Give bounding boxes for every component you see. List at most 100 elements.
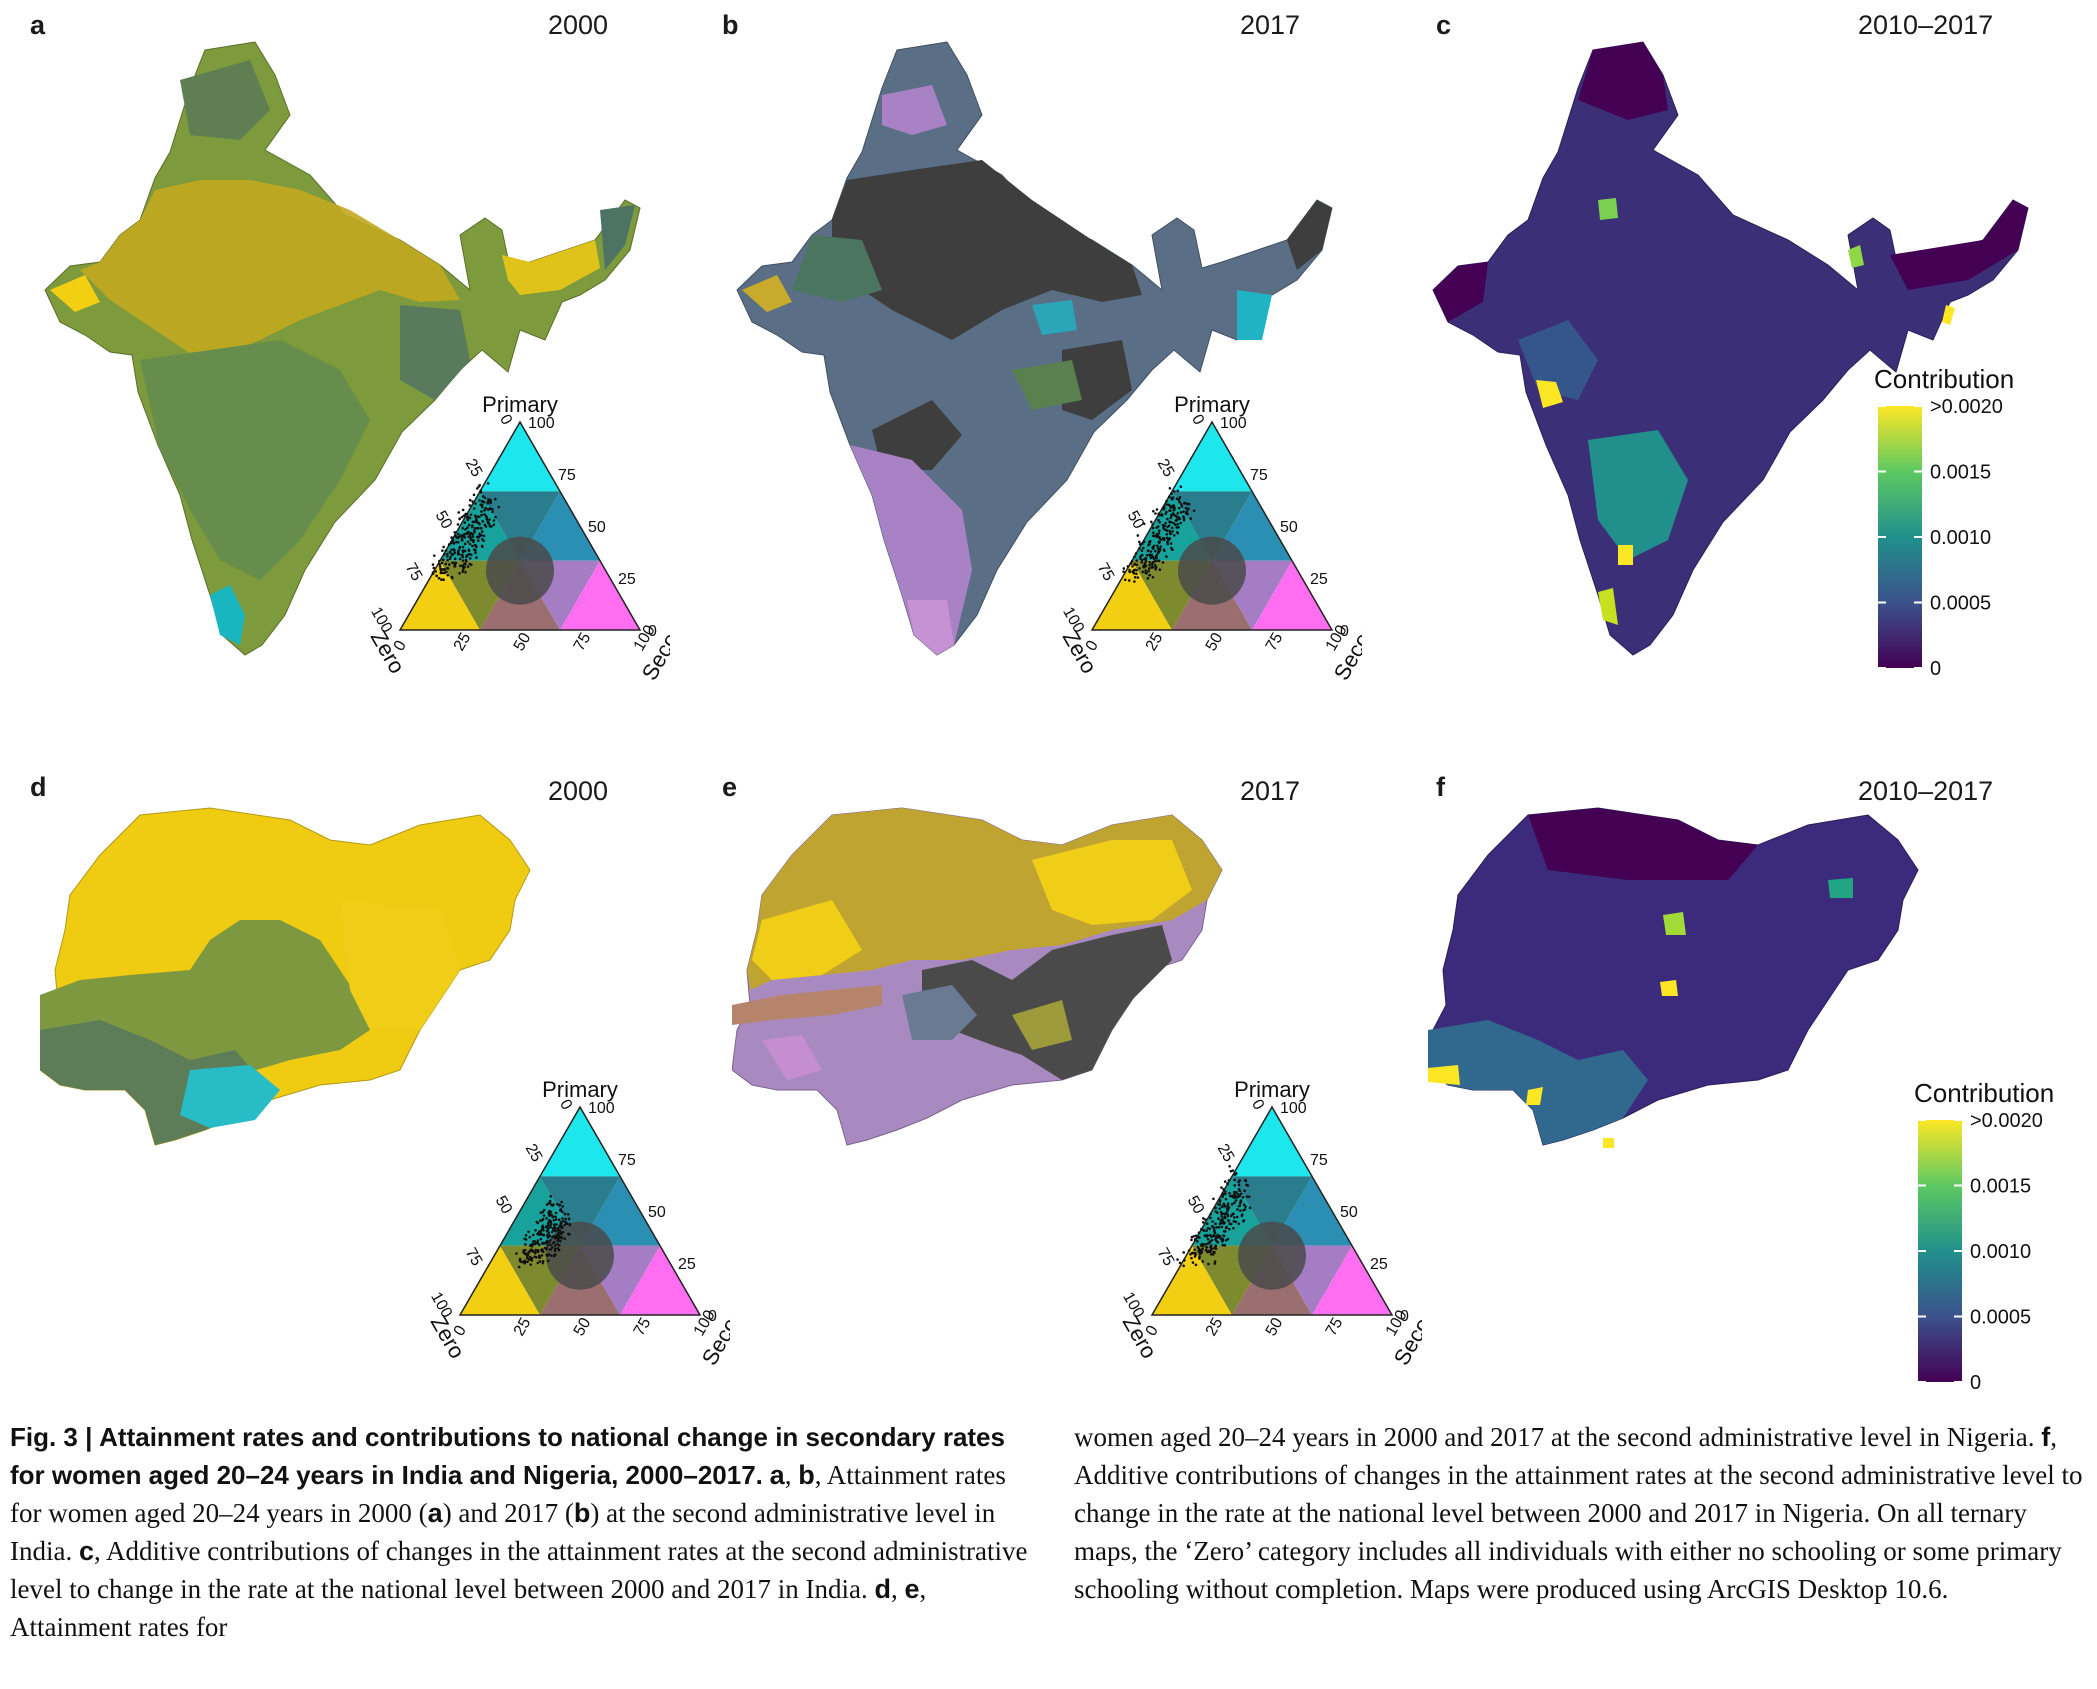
ternary-dot: [1194, 1263, 1198, 1267]
ternary-tick: 50: [492, 1193, 516, 1217]
ternary-dot: [439, 571, 443, 575]
ternary-dot: [1147, 569, 1150, 573]
ternary-dot: [1151, 575, 1155, 579]
nigeria-region-pink: [762, 1035, 822, 1080]
ternary-dot: [1173, 506, 1176, 509]
ternary-tick: 75: [631, 1315, 655, 1339]
ternary-dot: [1198, 1251, 1202, 1254]
ternary-dot: [1151, 526, 1155, 530]
ternary-dot: [1167, 503, 1171, 507]
ternary-dot: [1196, 1240, 1199, 1243]
ternary-dot: [1165, 536, 1169, 540]
ternary-dot: [518, 1257, 522, 1261]
ternary-dot: [556, 1242, 559, 1246]
ternary-dot: [1147, 543, 1150, 547]
ternary-dot: [539, 1237, 543, 1241]
ternary-dot: [549, 1220, 553, 1224]
ternary-dot: [1201, 1247, 1204, 1250]
ternary-dot: [1177, 506, 1181, 510]
ternary-dot: [480, 526, 483, 530]
ternary-dot: [458, 545, 462, 549]
nigeria-region-yellow-s: [1603, 1138, 1614, 1148]
ternary-dot: [1157, 559, 1161, 563]
ternary-dot: [1176, 511, 1180, 515]
figure-caption-col1: Fig. 3 | Attainment rates and contributi…: [10, 1418, 1040, 1646]
ternary-dot: [561, 1205, 564, 1208]
colorbar-tick-label: 0.0005: [1970, 1307, 2031, 1329]
ternary-dot: [1174, 519, 1178, 522]
ternary-dot: [487, 498, 490, 501]
panel-label-e: e: [722, 772, 738, 802]
ternary-dot: [1242, 1219, 1246, 1222]
ternary-dot: [1222, 1187, 1225, 1191]
ternary-dot: [1157, 529, 1161, 533]
ternary-dot: [1230, 1203, 1234, 1206]
ternary-dot: [566, 1212, 570, 1216]
ternary-dot: [540, 1254, 544, 1257]
ternary-dot: [1168, 529, 1172, 533]
ternary-outline: [458, 1105, 702, 1316]
ternary-cell: [620, 1245, 700, 1315]
ternary-dot: [476, 539, 480, 542]
ternary-dot: [529, 1263, 533, 1266]
ternary-tick: 50: [432, 508, 456, 532]
ternary-tick: 50: [1340, 1204, 1358, 1221]
ternary-dot: [1159, 545, 1162, 548]
ternary-dot: [547, 1214, 551, 1217]
ternary-dot: [456, 523, 460, 526]
ternary-dot: [1214, 1235, 1218, 1239]
india-region-yellow-w: [1536, 380, 1563, 408]
ternary-dot: [1240, 1213, 1244, 1216]
ternary-dot: [523, 1261, 526, 1265]
ternary-dot: [444, 562, 448, 566]
ternary-dot: [1166, 542, 1170, 546]
ternary-dot: [1162, 548, 1166, 552]
india-region-purple-tip: [907, 600, 954, 655]
ternary-dot: [1211, 1253, 1215, 1256]
colorbar-tick-label: 0.0015: [1970, 1176, 2031, 1198]
india-region-green-ne: [1848, 245, 1864, 268]
ternary-dot: [547, 1201, 551, 1205]
ternary-dot: [546, 1254, 550, 1257]
ternary-tick: 0: [708, 1308, 717, 1325]
ternary-center: [486, 536, 554, 605]
ternary-dot: [551, 1235, 554, 1239]
ternary-dot: [475, 545, 478, 549]
ternary-dot: [556, 1239, 560, 1243]
ternary-dot: [1245, 1183, 1248, 1187]
ternary-dot: [451, 538, 455, 541]
ternary-dot: [1136, 534, 1140, 537]
ternary-dot: [1226, 1214, 1230, 1218]
ternary-dot: [1214, 1244, 1218, 1247]
ternary-dot: [465, 554, 469, 558]
ternary-dot: [481, 545, 484, 549]
ternary-dot: [481, 505, 484, 509]
ternary-dot: [1168, 520, 1172, 524]
panel-label-b: b: [722, 10, 739, 40]
ternary-dot: [1194, 1234, 1198, 1237]
ternary-dot: [1223, 1215, 1227, 1218]
ternary-dot: [1248, 1206, 1252, 1210]
ternary-dot: [1154, 512, 1157, 515]
ternary-dot: [491, 510, 494, 514]
ternary-dot: [558, 1209, 562, 1212]
ternary-dot: [471, 544, 474, 548]
ternary-dot: [1122, 570, 1125, 573]
ternary-dot: [552, 1218, 556, 1222]
ternary-dot: [1211, 1220, 1214, 1223]
ternary-dot: [1228, 1165, 1231, 1168]
ternary-dot: [1161, 561, 1165, 564]
ternary-dot: [539, 1232, 543, 1235]
ternary-tick: 50: [588, 519, 606, 536]
ternary-dot: [1150, 562, 1154, 566]
ternary-dot: [556, 1236, 560, 1240]
ternary-dot: [560, 1226, 564, 1230]
ternary-dot: [455, 540, 458, 544]
ternary-dot: [461, 526, 465, 530]
nigeria-region-dark-n: [1528, 808, 1758, 880]
ternary-dot: [545, 1225, 548, 1228]
ternary-dot: [1208, 1233, 1212, 1237]
ternary-dot: [551, 1242, 555, 1245]
ternary-tick: 75: [1310, 1152, 1328, 1169]
ternary-dot: [1155, 508, 1159, 511]
